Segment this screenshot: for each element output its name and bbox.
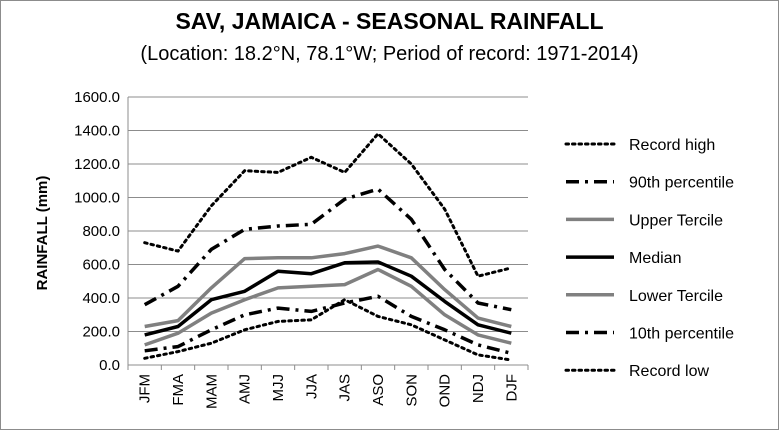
y-tick-label: 0.0 xyxy=(99,357,120,374)
series-line-upper-tercile xyxy=(144,244,512,329)
legend-label: Upper Tercile xyxy=(629,212,723,229)
legend-label: Record low xyxy=(629,363,709,380)
x-tick-label: MJJ xyxy=(270,374,287,402)
legend-label: Median xyxy=(629,250,681,267)
x-tick-label: DJF xyxy=(503,374,520,402)
axes: 0.0 200.0 400.0 600.0 800.0 1000.0 1200.0 1400.… xyxy=(74,89,529,409)
legend-label: 90th percentile xyxy=(629,175,734,192)
x-tick-label: OND xyxy=(437,374,454,408)
x-tick-label: JFM xyxy=(137,374,154,403)
gridlines xyxy=(128,96,528,332)
y-tick-label: 1000.0 xyxy=(74,190,120,207)
x-tick-label: FMA xyxy=(170,374,187,406)
x-tick-label: SON xyxy=(403,374,420,407)
legend-label: Record high xyxy=(629,137,715,154)
y-tick-label: 200.0 xyxy=(82,324,120,341)
y-tick-label: 400.0 xyxy=(82,290,120,307)
x-tick-label: JAS xyxy=(337,374,354,402)
chart-subtitle: (Location: 18.2°N, 78.1°W; Period of rec… xyxy=(140,43,639,65)
y-axis-label: RAINFALL (mm) xyxy=(34,176,51,291)
legend-label: 10th percentile xyxy=(629,326,734,343)
chart-title: SAV, JAMAICA - SEASONAL RAINFALL xyxy=(175,8,604,34)
series-line-lower-tercile xyxy=(144,267,512,347)
y-tick-label: 1400.0 xyxy=(74,123,120,140)
x-tick-label: ASO xyxy=(370,374,387,406)
legend-label: Lower Tercile xyxy=(629,288,723,305)
y-tick-label: 800.0 xyxy=(82,223,120,240)
y-tick-label: 600.0 xyxy=(82,257,120,274)
series-lines xyxy=(143,132,513,362)
series-line-10th-percentile xyxy=(144,294,512,355)
y-tick-label: 1600.0 xyxy=(74,89,120,106)
x-tick-label: JJA xyxy=(303,374,320,399)
x-tick-label: NDJ xyxy=(470,374,487,403)
series-line-90th-percentile xyxy=(143,187,512,312)
series-line-record-low xyxy=(143,298,513,362)
series-line-record-high xyxy=(143,132,513,278)
legend: Record high 90th percentile Upper Tercile M… xyxy=(564,137,734,380)
x-tick-label: MAM xyxy=(203,374,220,409)
series-line-median xyxy=(144,260,512,337)
y-tick-label: 1200.0 xyxy=(74,156,120,173)
x-tick-label: AMJ xyxy=(237,374,254,404)
